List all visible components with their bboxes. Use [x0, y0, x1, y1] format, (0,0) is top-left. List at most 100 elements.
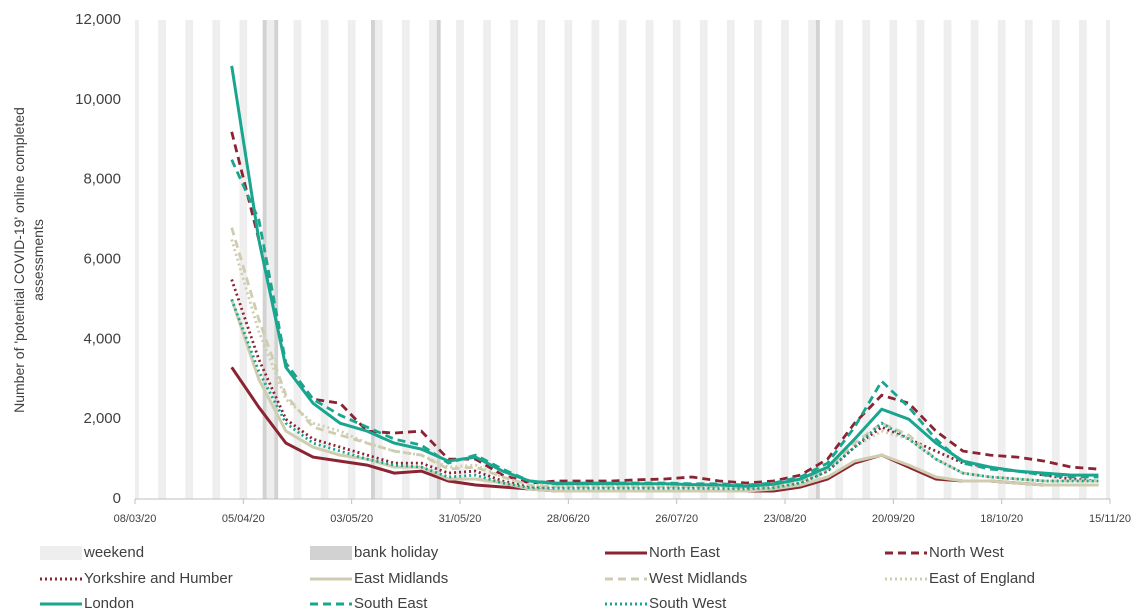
weekend-band [893, 20, 898, 499]
weekend-band [351, 20, 356, 499]
weekend-band [1079, 20, 1083, 499]
y-tick-label: 12,000 [75, 11, 121, 28]
weekend-band [243, 20, 248, 499]
legend-label: East of England [929, 570, 1035, 587]
y-tick-label: 2,000 [83, 410, 121, 427]
weekend-band [537, 20, 542, 499]
series-line [230, 239, 1099, 489]
weekend-band [564, 20, 569, 499]
weekend-band [699, 20, 704, 499]
weekend-band [216, 20, 221, 499]
legend-label: bank holiday [354, 544, 439, 561]
bank-holiday-band [274, 20, 279, 499]
weekend-band [726, 20, 731, 499]
weekend-band [185, 20, 190, 499]
weekend-band [866, 20, 871, 499]
weekend-band [374, 20, 379, 499]
weekend-band [947, 20, 952, 499]
weekend-band [347, 20, 352, 499]
weekend-band [781, 20, 785, 499]
series-line [230, 298, 1099, 491]
weekend-band [378, 20, 383, 499]
weekend-band [293, 20, 298, 499]
legend-label: North East [649, 544, 721, 561]
weekend-band [1024, 20, 1029, 499]
y-tick-label: 6,000 [83, 250, 121, 267]
weekend-band [889, 20, 894, 499]
weekend-band [1055, 20, 1060, 499]
series-line [230, 159, 1099, 487]
weekend-band [541, 20, 546, 499]
weekend-band [514, 20, 519, 499]
x-tick-label: 23/08/20 [764, 513, 807, 525]
weekend-band [510, 20, 515, 499]
weekend-band [456, 20, 460, 499]
weekend-band [812, 20, 816, 499]
bank-holiday-band [436, 20, 441, 499]
weekend-band [1051, 20, 1056, 499]
weekend-band [730, 20, 735, 499]
legend-swatch [310, 546, 352, 560]
weekend-band [808, 20, 813, 499]
weekend-band [920, 20, 925, 499]
weekend-band [429, 20, 433, 499]
legend-label: Yorkshire and Humber [84, 570, 233, 587]
weekend-band [618, 20, 623, 499]
weekend-band [1082, 20, 1087, 499]
legend-label: South East [354, 595, 428, 612]
weekend-band [135, 20, 139, 499]
weekend-band [974, 20, 979, 499]
weekend-band [862, 20, 867, 499]
weekend-band [297, 20, 302, 499]
legend-label: South West [649, 595, 727, 612]
weekend-band [189, 20, 194, 499]
weekend-band [835, 20, 840, 499]
legend-swatch [40, 546, 82, 560]
weekend-band [487, 20, 491, 499]
x-tick-label: 03/05/20 [330, 513, 373, 525]
legend-label: West Midlands [649, 570, 747, 587]
weekend-band [676, 20, 681, 499]
weekend-band [1106, 20, 1110, 499]
y-axis-label: Number of 'potential COVID-19' online co… [11, 107, 46, 413]
legend-label: East Midlands [354, 570, 448, 587]
weekend-band [266, 20, 271, 499]
weekend-band [432, 20, 437, 499]
x-tick-label: 20/09/20 [872, 513, 915, 525]
weekend-band [785, 20, 789, 499]
weekend-band [401, 20, 406, 499]
legend-label: North West [929, 544, 1005, 561]
weekend-band [943, 20, 948, 499]
weekend-band [324, 20, 329, 499]
weekend-band [162, 20, 166, 499]
weekend-band [970, 20, 975, 499]
weekend-band [212, 20, 217, 499]
x-tick-label: 31/05/20 [439, 513, 482, 525]
y-tick-label: 0 [113, 490, 121, 507]
weekend-band [1001, 20, 1006, 499]
weekend-band [460, 20, 464, 499]
weekend-band [672, 20, 677, 499]
x-tick-label: 28/06/20 [547, 513, 590, 525]
x-tick-label: 15/11/20 [1089, 513, 1131, 525]
series-line [230, 298, 1099, 493]
series-line [230, 227, 1099, 490]
y-tick-label: 10,000 [75, 91, 121, 108]
bank-holiday-band [262, 20, 267, 499]
weekend-band [754, 20, 758, 499]
x-tick-label: 05/04/20 [222, 513, 265, 525]
weekend-band [649, 20, 654, 499]
weekend-band [320, 20, 325, 499]
weekend-band [757, 20, 762, 499]
weekend-band [645, 20, 650, 499]
weekend-band [405, 20, 410, 499]
legend-label: weekend [83, 544, 144, 561]
weekend-band [568, 20, 573, 499]
weekend-band [483, 20, 488, 499]
weekend-band [916, 20, 921, 499]
weekend-band [270, 20, 275, 499]
x-tick-label: 08/03/20 [114, 513, 157, 525]
y-tick-label: 8,000 [83, 171, 121, 188]
